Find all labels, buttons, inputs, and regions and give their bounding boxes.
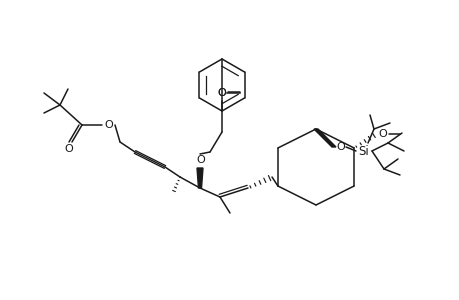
Text: O: O (196, 155, 205, 165)
Polygon shape (313, 129, 335, 147)
Text: O: O (336, 142, 345, 152)
Text: O: O (217, 88, 226, 98)
Text: Si: Si (358, 145, 369, 158)
Polygon shape (196, 168, 202, 188)
Text: O: O (64, 144, 73, 154)
Text: O: O (378, 129, 386, 139)
Text: O: O (217, 88, 226, 98)
Text: O: O (104, 120, 113, 130)
